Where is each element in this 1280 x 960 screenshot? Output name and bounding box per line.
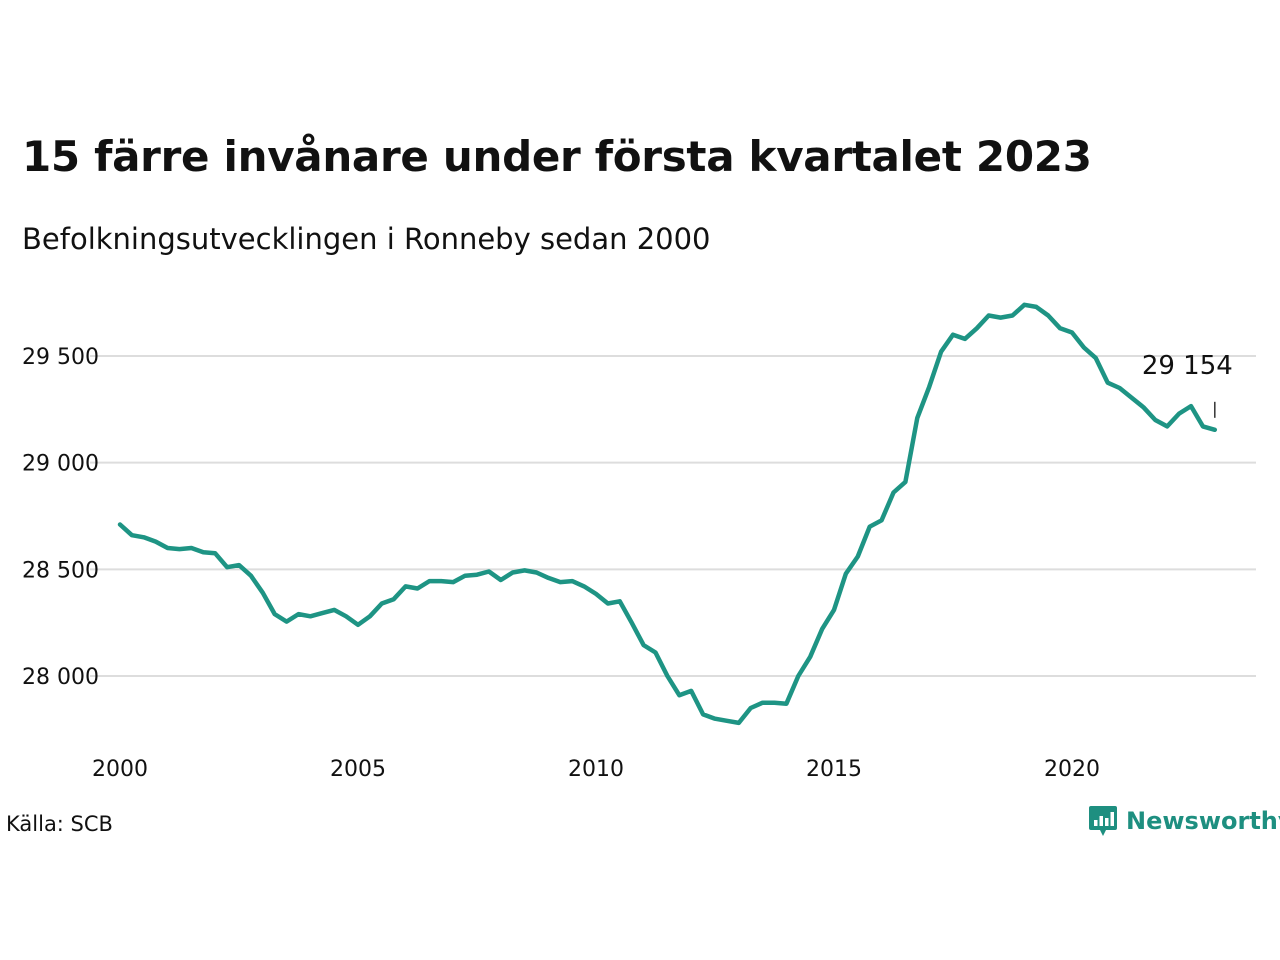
x-tick-label: 2005 <box>330 757 386 782</box>
y-tick-label: 28 500 <box>22 558 99 583</box>
x-axis-tick-labels: 2000 2005 2010 2015 2020 <box>92 757 1100 782</box>
chart-title: 15 färre invånare under första kvartalet… <box>22 132 1092 181</box>
y-axis-tick-labels: 28 000 28 500 29 000 29 500 <box>22 345 99 690</box>
x-tick-label: 2010 <box>568 757 624 782</box>
y-tick-label: 29 000 <box>22 452 99 477</box>
brand-name: Newsworthy <box>1126 807 1280 835</box>
brand: Newsworthy <box>1088 804 1280 838</box>
chart-subtitle: Befolkningsutvecklingen i Ronneby sedan … <box>22 222 711 256</box>
y-tick-label: 28 000 <box>22 665 99 690</box>
x-tick-label: 2020 <box>1044 757 1100 782</box>
last-value-label: 29 154 <box>1142 351 1233 381</box>
x-tick-label: 2015 <box>806 757 862 782</box>
source-note: Källa: SCB <box>6 812 113 836</box>
series-line <box>117 302 1218 726</box>
series-layer <box>117 302 1218 726</box>
bar-chart-speech-bubble-icon <box>1089 806 1117 836</box>
annotation-layer: 29 154 <box>1142 351 1233 418</box>
x-tick-label: 2000 <box>92 757 148 782</box>
y-tick-label: 29 500 <box>22 345 99 370</box>
grid-lines <box>90 355 1256 677</box>
